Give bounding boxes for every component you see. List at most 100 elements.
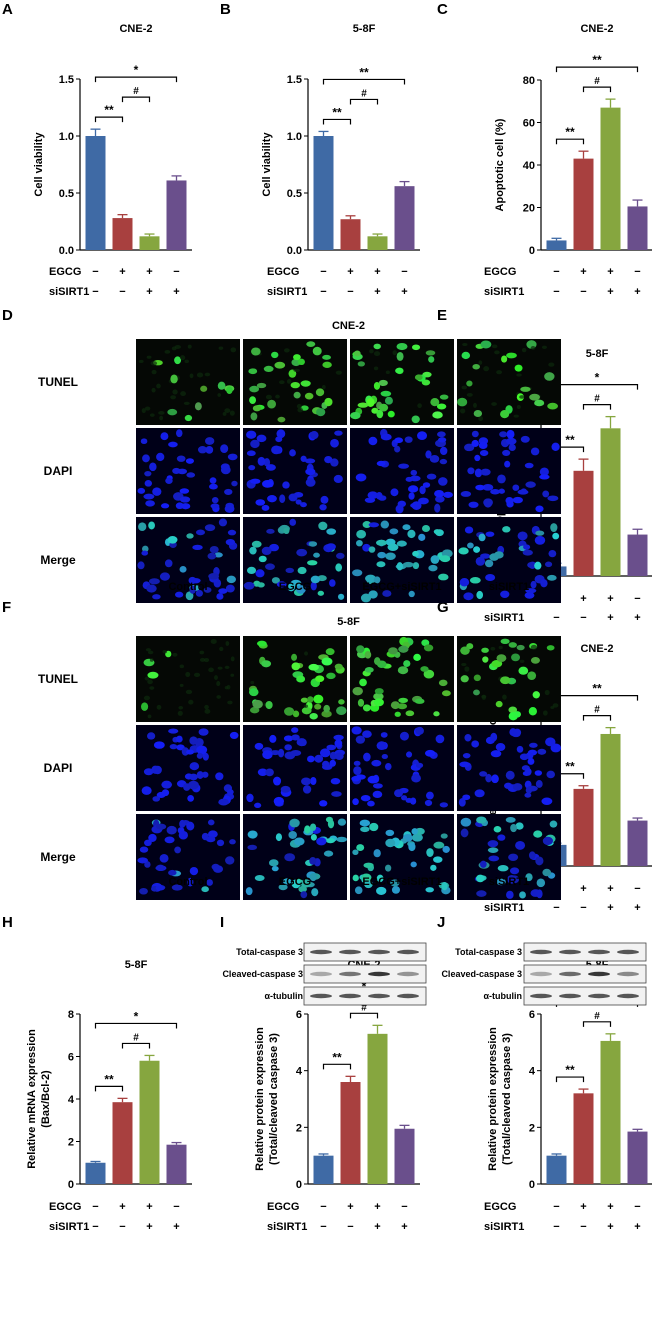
nucleus-tunel [321,657,333,666]
treatment-sign: + [607,1201,613,1213]
nucleus-merge [375,539,387,546]
treatment-sign: + [634,286,640,298]
nucleus-merge [425,887,434,893]
nucleus-merge [524,592,535,599]
treatment-sign: − [634,593,640,605]
nucleus-tunel [527,671,537,680]
nucleus-tunel-dim [146,355,152,359]
nucleus-dapi [380,732,388,738]
nucleus-merge [336,552,345,559]
treatment-sign: − [580,612,586,624]
nucleus-dapi [479,771,488,777]
nucleus-dapi [435,495,445,503]
nucleus-dapi [467,467,475,475]
nucleus-tunel [321,710,332,718]
nucleus-tunel-dim [530,644,538,650]
nucleus-tunel [473,409,483,418]
nucleus-merge [361,873,372,882]
y-axis-label: (Total/cleaved caspase 3) [501,1033,513,1165]
nucleus-merge [164,559,173,568]
nucleus-tunel-dim [224,665,230,669]
micrograph-merge [243,814,348,900]
nucleus-tunel [357,361,365,367]
protein-band [368,971,390,977]
protein-band [617,971,639,977]
treatment-sign: − [92,286,98,298]
nucleus-merge [373,576,381,584]
nucleus-merge [141,550,149,556]
chart-title: 5-8F [353,23,376,35]
panel-title: CNE-2 [332,320,365,332]
nucleus-merge [247,844,258,851]
nucleus-dapi [516,745,524,753]
y-axis-label: Cell viability [33,132,45,197]
nucleus-tunel-dim [216,695,221,699]
nucleus-tunel [373,692,384,701]
nucleus-tunel-dim [461,662,467,667]
nucleus-dapi [333,734,344,741]
y-tick-label: 1.0 [59,131,74,143]
row-label: DAPI [44,761,73,775]
protein-band [397,949,419,955]
nucleus-merge [186,821,195,831]
significance-bracket [94,116,124,123]
nucleus-merge [293,837,305,846]
nucleus-merge [408,842,416,852]
nucleus-dapi [257,768,268,776]
y-tick-label: 0 [68,1179,74,1191]
nucleus-dapi [246,450,256,457]
nucleus-dapi [220,463,230,471]
micrograph-tunel [457,339,561,425]
blot-strip [523,964,647,984]
nucleus-merge [525,588,537,594]
nucleus-tunel-dim [222,411,227,416]
nucleus-dapi [330,438,339,448]
significance-bracket [555,1076,585,1083]
chart-E: 5-8F020406080Apoptotic cell (%)**#*EGCG−… [484,348,652,624]
nucleus-merge [364,880,373,889]
protein-band [617,949,639,955]
nucleus-tunel-dim [513,414,519,418]
nucleus-dapi [296,738,307,747]
nucleus-merge [297,566,307,575]
significance-bracket [582,715,612,721]
y-tick-label: 60 [523,118,535,130]
nucleus-dapi [334,752,344,760]
significance-bracket [121,1042,151,1049]
nucleus-tunel [324,397,333,407]
nucleus-tunel-dim [151,369,157,375]
nucleus-dapi [205,437,215,445]
nucleus-tunel-dim [217,666,223,670]
nucleus-tunel-dim [204,704,209,710]
nucleus-dapi [176,735,183,743]
nucleus-merge [261,546,272,556]
nucleus-dapi [246,430,257,439]
nucleus-dapi [424,749,436,757]
protein-band [617,993,639,999]
nucleus-dapi [197,446,207,454]
nucleus-merge [484,559,494,568]
treatment-label: EGCG [484,1201,516,1213]
nucleus-tunel-dim [204,372,211,377]
nucleus-dapi [504,460,511,468]
nucleus-dapi [462,794,471,801]
nucleus-dapi [390,488,399,497]
blot-strip [523,942,647,962]
nucleus-dapi [424,799,433,807]
y-tick-label: 6 [68,1052,74,1064]
nucleus-tunel [466,380,473,387]
nucleus-tunel [194,402,202,411]
nucleus-tunel-dim [548,362,555,367]
nucleus-merge [467,542,474,549]
nucleus-merge [433,856,443,863]
nucleus-dapi [367,491,379,499]
nucleus-tunel [314,703,322,710]
nucleus-dapi [537,748,547,755]
nucleus-merge [144,839,152,847]
blot-label: Cleaved-caspase 3 [441,969,522,979]
nucleus-merge [549,820,558,828]
column-label: EGCG+siSIRT1 [362,581,441,593]
nucleus-dapi [273,796,285,806]
protein-band [339,971,361,977]
nucleus-dapi [218,798,229,806]
